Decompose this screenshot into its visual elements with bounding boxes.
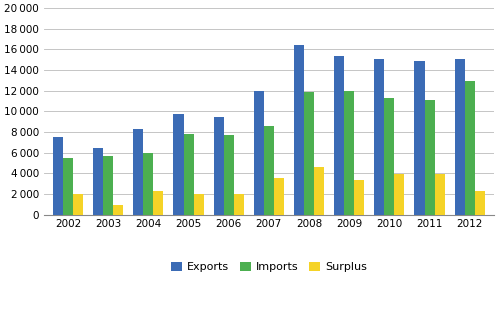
Bar: [465, 82, 475, 215]
Bar: [153, 191, 163, 215]
Bar: [93, 148, 103, 215]
Bar: [53, 137, 63, 215]
Bar: [183, 134, 194, 215]
Bar: [214, 116, 224, 215]
Bar: [424, 100, 435, 215]
Bar: [234, 194, 244, 215]
Bar: [304, 92, 314, 215]
Bar: [314, 167, 324, 215]
Bar: [73, 194, 83, 215]
Bar: [435, 174, 445, 215]
Bar: [194, 194, 204, 215]
Bar: [113, 205, 123, 215]
Bar: [374, 59, 384, 215]
Bar: [294, 45, 304, 215]
Bar: [455, 59, 465, 215]
Bar: [63, 158, 73, 215]
Legend: Exports, Imports, Surplus: Exports, Imports, Surplus: [167, 257, 371, 276]
Bar: [224, 135, 234, 215]
Bar: [133, 129, 143, 215]
Bar: [334, 56, 344, 215]
Bar: [173, 115, 183, 215]
Bar: [414, 61, 424, 215]
Bar: [274, 179, 284, 215]
Bar: [384, 98, 394, 215]
Bar: [103, 156, 113, 215]
Bar: [264, 126, 274, 215]
Bar: [143, 153, 153, 215]
Bar: [475, 191, 485, 215]
Bar: [394, 174, 404, 215]
Bar: [254, 91, 264, 215]
Bar: [354, 180, 364, 215]
Bar: [344, 91, 354, 215]
